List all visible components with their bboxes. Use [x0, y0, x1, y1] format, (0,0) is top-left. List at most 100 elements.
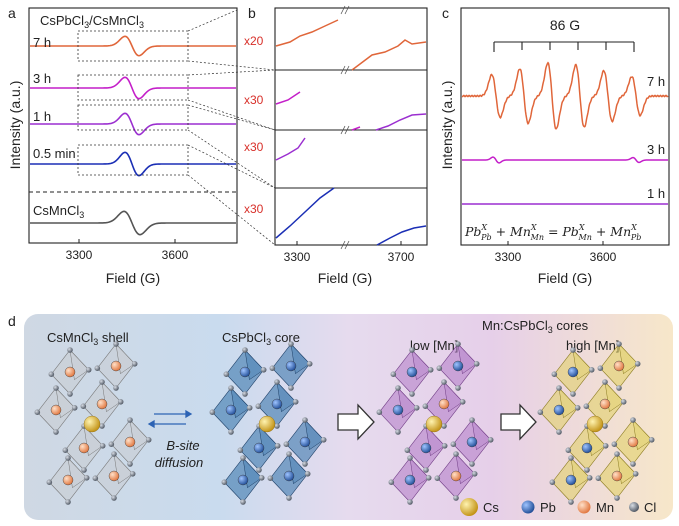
- cl-atom: [288, 341, 294, 347]
- legend-pb-atom: [521, 500, 535, 514]
- cl-atom: [376, 409, 383, 416]
- panel-b-frame: [274, 7, 428, 246]
- cl-atom: [648, 437, 655, 443]
- cl-atom: [99, 423, 105, 429]
- cl-atom: [286, 451, 292, 457]
- legend-cl-atom: [629, 502, 639, 512]
- cl-atom: [302, 461, 308, 467]
- cl-atom: [67, 347, 73, 353]
- xtick-3300: 3300: [66, 248, 93, 262]
- panel-c-label: c: [442, 5, 449, 21]
- legend-pb-label: Pb: [540, 500, 556, 515]
- pb-atom: [299, 436, 311, 448]
- panel-b-label: b: [248, 5, 256, 21]
- mn-atom: [627, 436, 639, 448]
- cl-atom: [240, 499, 246, 505]
- cl-atom: [81, 467, 87, 473]
- cl-atom: [283, 441, 290, 448]
- cl-atom: [258, 475, 265, 481]
- cl-atom: [260, 367, 267, 373]
- xtick-3600: 3600: [590, 250, 617, 264]
- pb-atom: [285, 360, 297, 372]
- xtick-3300: 3300: [495, 250, 522, 264]
- cl-atom: [614, 451, 620, 457]
- cl-atom: [53, 429, 59, 435]
- cl-atom: [111, 451, 117, 457]
- cl-atom: [94, 365, 101, 372]
- panel-d-label: d: [8, 313, 16, 329]
- panel-c-ylabel: Intensity (a.u.): [439, 81, 455, 170]
- cl-atom: [129, 471, 136, 477]
- cl-atom: [551, 371, 558, 378]
- cl-atom: [434, 475, 441, 482]
- cl-atom: [556, 429, 562, 435]
- panel-a-xlabel: Field (G): [106, 270, 160, 286]
- cl-atom: [127, 417, 133, 423]
- pb-atom: [565, 474, 577, 486]
- cl-atom: [99, 443, 106, 449]
- multiplier-x30: x30: [244, 93, 264, 107]
- cl-atom: [404, 447, 411, 454]
- pb-atom: [466, 436, 478, 448]
- cl-atom: [65, 455, 71, 461]
- cl-atom: [602, 379, 608, 385]
- cl-atom: [267, 475, 274, 482]
- mn-atom: [611, 470, 623, 482]
- zoom-trace-1h: [275, 113, 427, 161]
- cl-atom: [602, 443, 609, 449]
- pb-atom: [283, 470, 295, 482]
- cl-atom: [459, 399, 466, 405]
- panel-a-title: CsPbCl3/CsMnCl3: [40, 13, 144, 30]
- zoom-trace-3h: [275, 91, 361, 131]
- cl-atom: [453, 495, 459, 501]
- cl-atom: [586, 475, 593, 481]
- cl-atom: [237, 447, 244, 454]
- cl-atom: [113, 385, 119, 391]
- cl-atom: [565, 447, 572, 454]
- diffusion-arrows: [147, 409, 193, 429]
- cl-atom: [62, 447, 69, 454]
- xtick-3600: 3600: [162, 248, 189, 262]
- mn-atom: [50, 404, 62, 416]
- atom-legend: Cs Pb Mn Cl: [460, 498, 656, 516]
- cl-atom: [595, 475, 602, 482]
- cl-atom: [630, 417, 636, 423]
- trace-label-csmncl3: CsMnCl3: [33, 203, 84, 220]
- arrow-right: [337, 403, 375, 441]
- cl-atom: [302, 417, 308, 423]
- mn-atom: [110, 360, 122, 372]
- cl-atom: [274, 379, 280, 385]
- xtick-3700: 3700: [388, 250, 415, 264]
- trace-label-3h: 3 h: [33, 71, 51, 86]
- panel-a-frame: [28, 7, 238, 244]
- cl-atom: [407, 499, 413, 505]
- cl-atom: [99, 379, 105, 385]
- cl-atom: [441, 379, 447, 385]
- xtick-3300: 3300: [284, 250, 311, 264]
- cl-atom: [473, 361, 480, 367]
- cl-atom: [127, 461, 133, 467]
- legend-cs-atom: [460, 498, 478, 516]
- cl-atom: [67, 391, 73, 397]
- trace-3h: [30, 76, 236, 100]
- cl-atom: [427, 367, 434, 373]
- crystal-low-mn: [376, 341, 494, 505]
- cl-atom: [221, 479, 228, 486]
- cl-atom: [34, 409, 41, 416]
- panel-a-label: a: [8, 5, 16, 21]
- cl-atom: [556, 385, 562, 391]
- pb-atom: [406, 366, 418, 378]
- panel-a: a CsPbCl3/CsMnCl3 7 h 3 h 1 h 0.5 min Cs…: [7, 5, 238, 286]
- cl-atom: [455, 385, 461, 391]
- cl-atom: [80, 403, 87, 410]
- pb-atom: [392, 404, 404, 416]
- cl-atom: [304, 471, 311, 477]
- cl-atom: [395, 385, 401, 391]
- cl-atom: [131, 361, 138, 367]
- hyperfine-comb: [493, 41, 635, 52]
- process-arrows: [337, 403, 537, 441]
- cl-atom: [85, 367, 92, 373]
- mn-atom: [613, 360, 625, 372]
- legend-cl-label: Cl: [644, 500, 656, 515]
